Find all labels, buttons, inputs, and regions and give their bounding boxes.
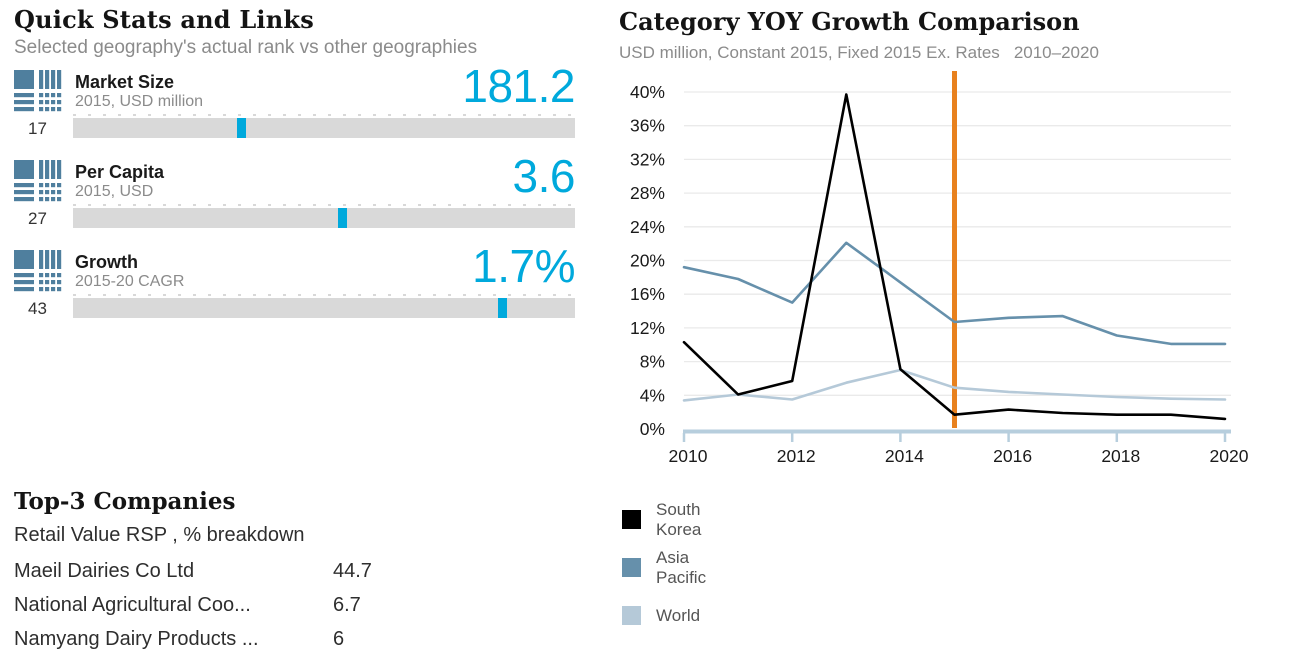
legend-swatch-world bbox=[622, 606, 641, 625]
stat-row-growth[interactable]: Growth 2015-20 CAGR 1.7% 43 bbox=[0, 240, 590, 336]
company-name: National Agricultural Coo... bbox=[14, 594, 251, 616]
yoy-growth-line-chart: 0% 4% 8% 12% 16% 20% 24% 28% 32% 36% 40% 2010 2012 20… bbox=[630, 71, 1249, 466]
x-tick-label: 2020 bbox=[1210, 446, 1249, 466]
series-line-world bbox=[682, 368, 1227, 402]
stat-sublabel: 2015, USD bbox=[75, 183, 154, 200]
company-name: Maeil Dairies Co Ltd bbox=[14, 560, 195, 582]
company-share: 6 bbox=[333, 628, 345, 650]
series-line-south-korea bbox=[682, 93, 1227, 421]
stat-rank: 43 bbox=[28, 299, 47, 318]
data-grid-icon bbox=[14, 160, 62, 204]
y-tick-label: 4% bbox=[640, 385, 665, 405]
rank-bar-ticks bbox=[73, 294, 575, 296]
y-tick-label: 12% bbox=[630, 318, 665, 338]
rank-marker bbox=[236, 118, 246, 138]
stat-row-market-size[interactable]: Market Size 2015, USD million 181.2 17 bbox=[0, 60, 590, 156]
chart-subtitle-units: USD million, Constant 2015, Fixed 2015 E… bbox=[619, 43, 1000, 62]
company-share: 44.7 bbox=[333, 560, 372, 582]
stat-value: 1.7% bbox=[472, 240, 575, 292]
legend-label: World bbox=[656, 605, 701, 625]
company-name: Namyang Dairy Products ... bbox=[14, 628, 259, 650]
y-tick-label: 8% bbox=[640, 352, 665, 372]
quick-stats-title: Quick Stats and Links bbox=[14, 5, 314, 34]
y-tick-label: 24% bbox=[630, 217, 665, 237]
stat-label: Growth bbox=[75, 252, 138, 272]
stat-label: Per Capita bbox=[75, 162, 165, 182]
y-tick-label: 28% bbox=[630, 183, 665, 203]
company-share: 6.7 bbox=[333, 594, 361, 616]
x-tick-label: 2016 bbox=[993, 446, 1032, 466]
stat-label: Market Size bbox=[75, 72, 175, 92]
x-tick-label: 2010 bbox=[669, 446, 708, 466]
top-companies-subtitle: Retail Value RSP , % breakdown bbox=[14, 524, 305, 546]
data-grid-icon bbox=[14, 250, 62, 294]
stat-row-per-capita[interactable]: Per Capita 2015, USD 3.6 27 bbox=[0, 150, 590, 246]
quick-stats-subtitle: Selected geography's actual rank vs othe… bbox=[14, 37, 478, 58]
stat-sublabel: 2015, USD million bbox=[75, 93, 204, 110]
rank-bar-ticks bbox=[73, 204, 575, 206]
x-tick-label: 2018 bbox=[1101, 446, 1140, 466]
legend-item-asia-pacific: Asia Pacific bbox=[622, 548, 706, 587]
stat-value: 181.2 bbox=[462, 60, 575, 112]
chart-title: Category YOY Growth Comparison bbox=[619, 7, 1080, 36]
legend-item-south-korea: South Korea bbox=[622, 500, 701, 539]
rank-bar-ticks bbox=[73, 114, 575, 116]
y-tick-label: 40% bbox=[630, 82, 665, 102]
stat-sublabel: 2015-20 CAGR bbox=[75, 273, 185, 290]
legend-swatch-asia-pacific bbox=[622, 558, 641, 577]
y-tick-label: 20% bbox=[630, 251, 665, 271]
chart-subtitle: USD million, Constant 2015, Fixed 2015 E… bbox=[619, 43, 1099, 63]
y-tick-label: 16% bbox=[630, 284, 665, 304]
rank-marker bbox=[497, 298, 507, 318]
rank-bar bbox=[73, 118, 575, 138]
series-line-asia-pacific bbox=[682, 241, 1227, 346]
legend-item-world: World bbox=[622, 606, 700, 625]
chart-subtitle-period: 2010–2020 bbox=[1013, 43, 1099, 62]
rank-bar bbox=[73, 208, 575, 228]
stat-value: 3.6 bbox=[512, 150, 576, 202]
stat-rank: 17 bbox=[28, 119, 47, 138]
y-tick-label: 36% bbox=[630, 116, 665, 136]
legend-label: Asia Pacific bbox=[656, 547, 707, 587]
stat-rank: 27 bbox=[28, 209, 47, 228]
legend-label: South Korea bbox=[656, 499, 702, 539]
data-grid-icon bbox=[14, 70, 62, 114]
rank-marker bbox=[337, 208, 347, 228]
y-tick-label: 0% bbox=[640, 419, 665, 439]
x-tick-label: 2012 bbox=[777, 446, 816, 466]
top-companies-title: Top-3 Companies bbox=[14, 488, 236, 515]
legend-swatch-south-korea bbox=[622, 510, 641, 529]
x-tick-label: 2014 bbox=[885, 446, 924, 466]
rank-bar bbox=[73, 298, 575, 318]
y-tick-label: 32% bbox=[630, 149, 665, 169]
